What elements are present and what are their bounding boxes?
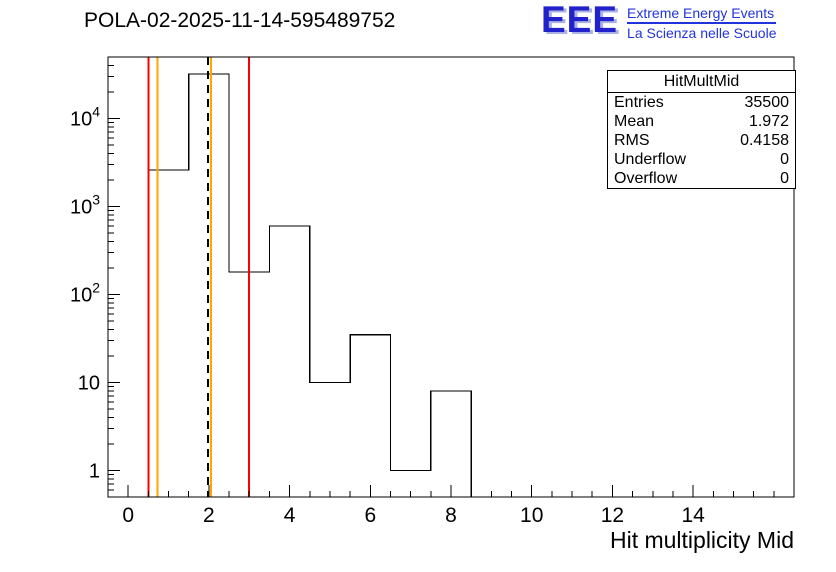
logo-divider [627, 22, 777, 24]
stats-row-entries: Entries 35500 [608, 93, 795, 112]
eee-logo-subtitle: Extreme Energy Events La Scienza nelle S… [627, 3, 777, 41]
x-tick-label: 4 [284, 504, 296, 527]
stats-row-underflow: Underflow 0 [608, 150, 795, 169]
x-axis-title: Hit multiplicity Mid [610, 527, 794, 553]
y-tick-label: 1 [89, 461, 100, 483]
x-tick-label: 12 [601, 504, 624, 527]
y-tick-label: 103 [70, 192, 100, 219]
y-tick-label: 104 [70, 104, 100, 131]
stats-row-rms: RMS 0.4158 [608, 131, 795, 150]
histogram-outline [108, 73, 794, 498]
stats-row-overflow: Overflow 0 [608, 169, 795, 188]
logo-line2: La Scienza nelle Scuole [627, 25, 777, 41]
x-tick-label: 2 [203, 504, 215, 527]
y-tick-label: 102 [70, 280, 100, 307]
x-tick-label: 0 [122, 504, 134, 527]
stats-value: 1.972 [748, 113, 789, 130]
x-tick-label: 8 [445, 504, 457, 527]
stats-value: 35500 [744, 94, 790, 111]
stats-row-mean: Mean 1.972 [608, 112, 795, 131]
x-tick-label: 10 [520, 504, 543, 527]
stats-label: Entries [614, 94, 664, 111]
stats-value: 0.4158 [740, 132, 789, 149]
stats-title: HitMultMid [608, 71, 795, 93]
stats-label: RMS [614, 132, 650, 149]
plot-title: POLA-02-2025-11-14-595489752 [84, 9, 396, 32]
stats-label: Underflow [614, 151, 687, 168]
y-tick-label: 10 [78, 373, 100, 395]
stats-label: Mean [614, 113, 655, 130]
logo-line1: Extreme Energy Events [627, 5, 775, 21]
stats-box: HitMultMid Entries 35500 Mean 1.972 RMS … [607, 70, 796, 189]
stats-label: Overflow [614, 170, 678, 187]
stats-value: 0 [780, 170, 789, 187]
x-tick-label: 14 [681, 504, 705, 527]
eee-logo-acronym: EEE [541, 0, 619, 40]
x-tick-label: 6 [364, 504, 376, 527]
eee-logo: EEE Extreme Energy Events La Scienza nel… [541, 0, 777, 41]
stats-value: 0 [780, 151, 789, 168]
